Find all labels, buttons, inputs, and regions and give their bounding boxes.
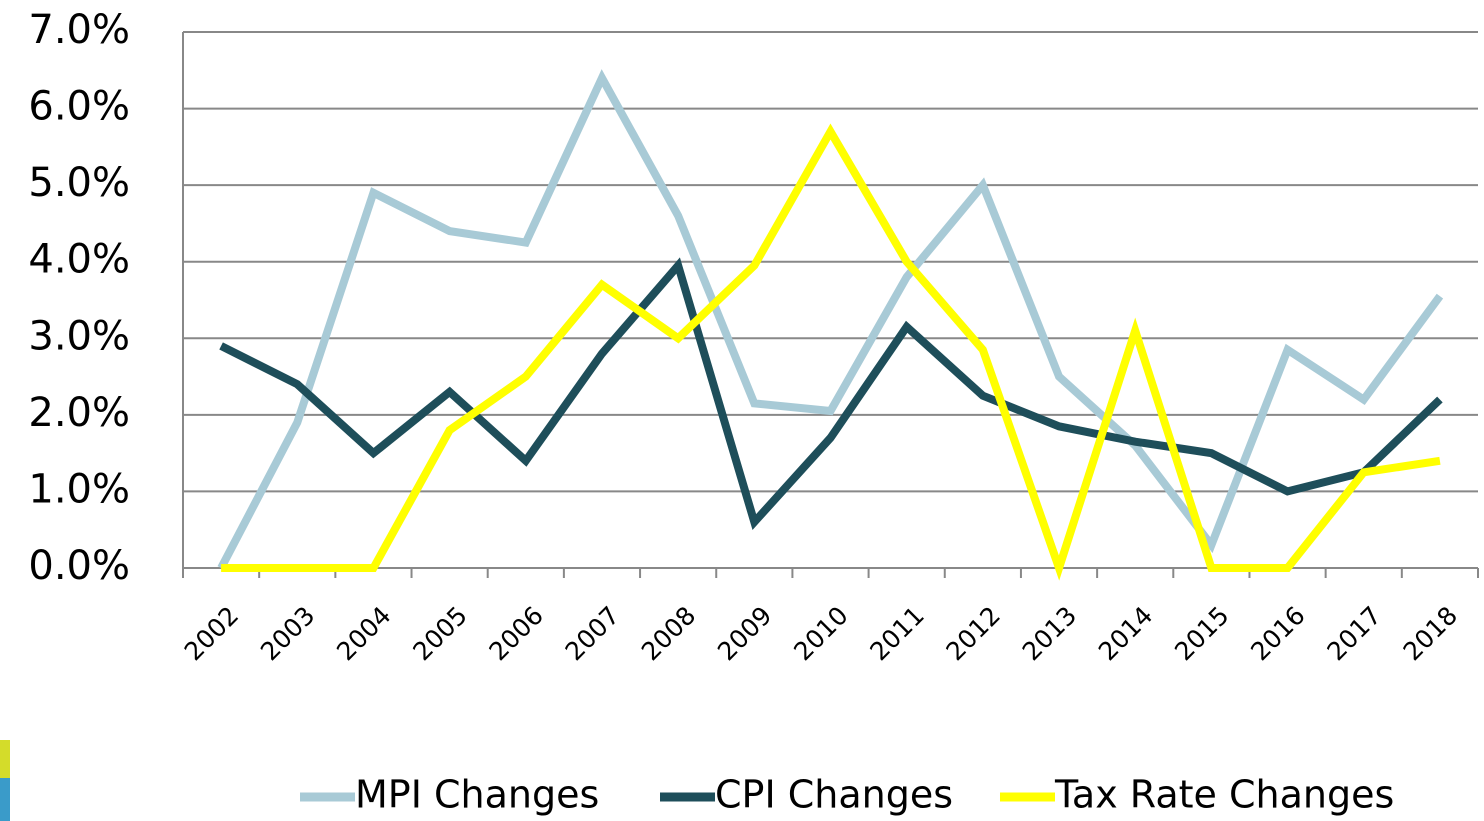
decoration [0, 740, 10, 778]
x-tick-label: 2008 [636, 601, 701, 666]
x-tick-label: 2005 [407, 601, 472, 666]
y-tick-label: 4.0% [28, 237, 130, 283]
y-tick-label: 7.0% [28, 7, 130, 53]
x-tick-label: 2004 [331, 601, 396, 666]
x-tick-label: 2017 [1321, 601, 1386, 666]
y-tick-label: 2.0% [28, 390, 130, 436]
y-tick-label: 3.0% [28, 313, 130, 359]
line-series [221, 123, 1441, 581]
legend-label: MPI Changes [355, 773, 599, 817]
x-tick-label: 2013 [1017, 601, 1082, 666]
y-tick-label: 0.0% [28, 543, 130, 589]
x-tick-label: 2002 [179, 601, 244, 666]
x-tick-label: 2007 [560, 601, 625, 666]
x-tick-label: 2011 [864, 601, 929, 666]
x-tick-label: 2014 [1093, 601, 1158, 666]
line-series [219, 257, 1443, 531]
y-tick-label: 1.0% [28, 466, 130, 512]
x-tick-label: 2010 [788, 601, 853, 666]
x-tick-label: 2009 [712, 601, 777, 666]
x-tick-label: 2006 [483, 601, 548, 666]
x-tick-label: 2015 [1169, 601, 1234, 666]
x-tick-label: 2018 [1398, 601, 1463, 666]
x-tick-label: 2012 [941, 601, 1006, 666]
legend-label: Tax Rate Changes [1054, 773, 1394, 817]
decoration [0, 778, 10, 821]
legend-label: CPI Changes [715, 773, 953, 817]
line-series [217, 69, 1444, 570]
x-tick-label: 2016 [1245, 601, 1310, 666]
x-tick-label: 2003 [255, 601, 320, 666]
y-tick-label: 5.0% [28, 160, 130, 206]
y-tick-label: 6.0% [28, 84, 130, 130]
